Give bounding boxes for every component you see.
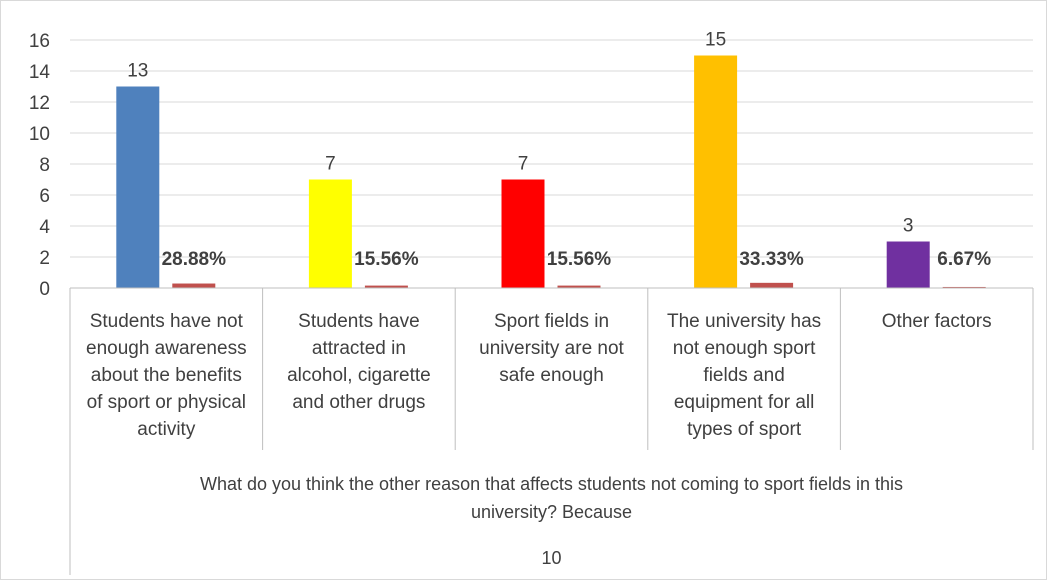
category-labels: Students have not enough awareness about t… bbox=[86, 311, 992, 440]
data-label-count: 3 bbox=[903, 216, 914, 237]
data-label-count: 13 bbox=[127, 61, 148, 82]
x-axis-title-line: What do you think the other reason that … bbox=[200, 474, 903, 494]
bar-count[interactable] bbox=[116, 86, 160, 289]
category-label-line: attracted in bbox=[312, 338, 406, 359]
bar-percent[interactable] bbox=[557, 285, 601, 288]
category-label-line: fields and bbox=[703, 365, 784, 386]
bar-count[interactable] bbox=[886, 241, 930, 289]
data-label-count: 7 bbox=[325, 154, 336, 175]
y-tick-label: 0 bbox=[39, 279, 50, 300]
data-label-percent: 6.67% bbox=[937, 249, 991, 270]
bar-percent[interactable] bbox=[942, 286, 986, 288]
data-label-count: 15 bbox=[705, 30, 726, 51]
y-tick-label: 16 bbox=[29, 31, 50, 52]
category-label-line: enough awareness bbox=[86, 338, 247, 359]
category-label-line: equipment for all bbox=[674, 392, 814, 413]
category-label-line: alcohol, cigarette bbox=[287, 365, 431, 386]
bar-count[interactable] bbox=[694, 55, 738, 289]
bars bbox=[116, 55, 986, 289]
y-tick-label: 4 bbox=[39, 217, 50, 238]
data-labels: 13 28.88% 7 15.56% 7 15.56% 15 33.33% 3 6.67% bbox=[127, 30, 991, 271]
data-label-count: 7 bbox=[518, 154, 529, 175]
bar-percent[interactable] bbox=[364, 285, 408, 288]
data-label-percent: 15.56% bbox=[354, 249, 419, 270]
category-label-line: Students have not bbox=[90, 311, 244, 332]
category-label-line: and other drugs bbox=[292, 392, 425, 413]
category-label-line: Other factors bbox=[882, 311, 992, 332]
category-label: Other factors bbox=[882, 311, 992, 332]
category-label-line: Students have bbox=[298, 311, 419, 332]
y-tick-label: 8 bbox=[39, 155, 50, 176]
category-label: The university has not enough sport fields… bbox=[667, 311, 821, 440]
group-label: 10 bbox=[541, 548, 561, 568]
category-label-line: types of sport bbox=[687, 419, 802, 440]
category-label-line: safe enough bbox=[499, 365, 604, 386]
y-axis-ticks: 0 2 4 6 8 10 12 14 16 bbox=[29, 31, 51, 300]
category-label-line: activity bbox=[137, 419, 196, 440]
category-label: Sport fields in university are not safe en… bbox=[479, 311, 624, 386]
data-label-percent: 15.56% bbox=[547, 249, 612, 270]
category-label-line: university are not bbox=[479, 338, 624, 359]
x-axis-title-line: university? Because bbox=[471, 502, 632, 522]
y-tick-label: 2 bbox=[39, 248, 50, 269]
y-tick-label: 14 bbox=[29, 62, 51, 83]
bar-percent[interactable] bbox=[750, 282, 794, 288]
bar-count[interactable] bbox=[501, 179, 545, 289]
bar-count[interactable] bbox=[308, 179, 352, 289]
x-axis-title: What do you think the other reason that … bbox=[200, 474, 903, 522]
category-label-line: Sport fields in bbox=[494, 311, 609, 332]
y-tick-label: 10 bbox=[29, 124, 50, 145]
y-tick-label: 12 bbox=[29, 93, 50, 114]
y-tick-label: 6 bbox=[39, 186, 50, 207]
category-label: Students have attracted in alcohol, cigare… bbox=[287, 311, 431, 413]
category-label-line: not enough sport bbox=[673, 338, 816, 359]
data-label-percent: 28.88% bbox=[162, 249, 227, 270]
axis-extras: What do you think the other reason that … bbox=[69, 287, 1034, 575]
category-label-line: of sport or physical bbox=[87, 392, 246, 413]
category-label-line: The university has bbox=[667, 311, 821, 332]
category-label-line: about the benefits bbox=[91, 365, 242, 386]
data-label-percent: 33.33% bbox=[739, 249, 804, 270]
bar-percent[interactable] bbox=[172, 283, 216, 288]
category-label: Students have not enough awareness about t… bbox=[86, 311, 247, 440]
